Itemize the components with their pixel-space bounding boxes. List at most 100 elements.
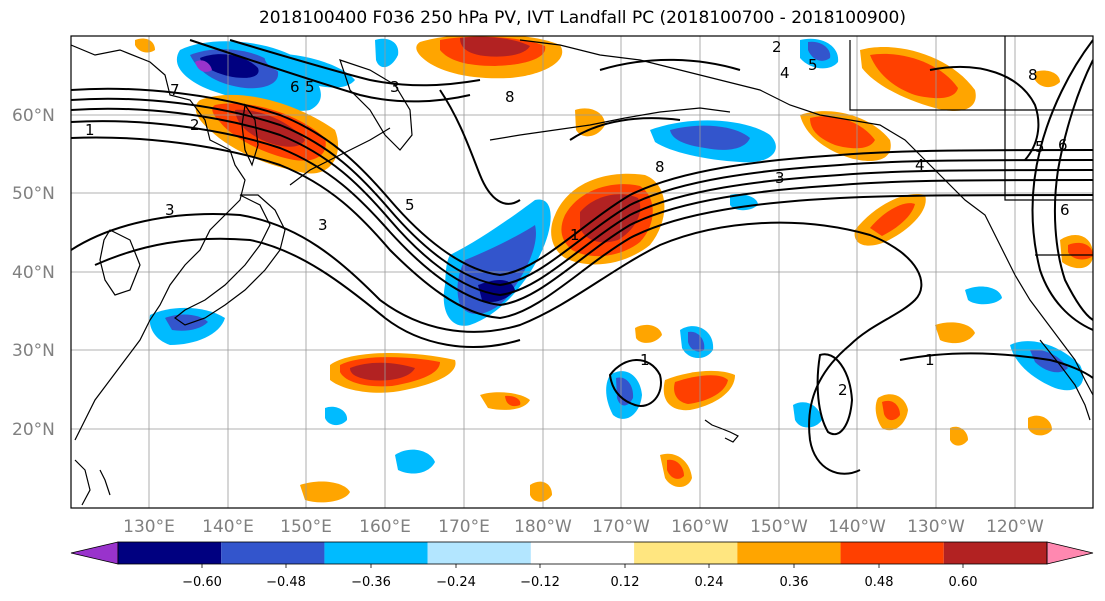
svg-text:1: 1	[85, 121, 95, 139]
colorbar-tick-labels: −0.60 −0.48 −0.36 −0.24 −0.12 0.12 0.24 …	[182, 575, 977, 590]
lon-label: 150°W	[750, 517, 808, 537]
lon-label: 140°E	[202, 517, 254, 537]
colorbar-tick-label: −0.12	[520, 575, 560, 590]
colorbar-tick-label: −0.36	[351, 575, 391, 590]
positive-anomaly-mid-small-core	[505, 395, 521, 407]
colorbar-segment	[840, 542, 944, 564]
svg-text:7: 7	[170, 81, 180, 99]
negative-anomaly-gulf-alaska-core	[670, 125, 750, 150]
lon-label: 150°E	[280, 517, 332, 537]
svg-text:4: 4	[780, 64, 790, 82]
svg-text:1: 1	[640, 351, 650, 369]
svg-text:6: 6	[290, 78, 300, 96]
positive-anomaly-tiny-4	[530, 481, 552, 502]
negative-anomaly-arctic-coast-core	[808, 41, 831, 61]
positive-anomaly-sw-small	[300, 481, 350, 503]
colorbar-tick-label: −0.48	[266, 575, 306, 590]
negative-anomaly-okhotsk-inner	[200, 54, 259, 78]
latitude-labels: 60°N 50°N 40°N 30°N 20°N	[12, 106, 55, 440]
negative-anomaly-tiny-3	[965, 286, 1002, 305]
svg-text:3: 3	[390, 78, 400, 96]
longitude-labels: 130°E 140°E 150°E 160°E 170°E 180°W 170°…	[123, 517, 1044, 537]
svg-text:2: 2	[772, 38, 782, 56]
positive-anomaly-bc-coast-core	[870, 203, 915, 236]
negative-anomaly-tiny-11	[375, 38, 399, 68]
colorbar-tick-label: 0.60	[949, 575, 978, 590]
negative-anomaly-dateline-peak	[478, 280, 515, 302]
negative-anomaly-kurils	[264, 53, 355, 88]
svg-text:5: 5	[305, 78, 315, 96]
lon-label: 180°W	[514, 517, 572, 537]
map-title: 2018100400 F036 250 hPa PV, IVT Landfall…	[258, 8, 906, 28]
negative-anomaly-baja-core	[1030, 349, 1068, 373]
colorbar-tick-label: 0.24	[695, 575, 724, 590]
negative-anomaly-south-east	[793, 402, 822, 428]
svg-text:2: 2	[838, 381, 848, 399]
svg-text:4: 4	[915, 156, 925, 174]
colorbar-extend-low	[70, 541, 119, 565]
svg-text:8: 8	[655, 158, 665, 176]
lon-label: 130°E	[123, 517, 175, 537]
colorbar-extend-high	[1046, 541, 1094, 565]
colorbar-tick-label: −0.24	[436, 575, 476, 590]
colorbar-tick-label: −0.60	[182, 575, 222, 590]
colorbar-outline	[117, 541, 1048, 565]
colorbar-tick-label: 0.48	[865, 575, 894, 590]
lat-label-60: 60°N	[12, 106, 55, 126]
colorbar-tick-label: 0.36	[780, 575, 809, 590]
negative-anomaly-subtropical-central-core	[616, 377, 634, 406]
svg-text:3: 3	[318, 216, 328, 234]
positive-anomaly-tiny-7	[950, 426, 968, 446]
lon-label: 170°W	[592, 517, 650, 537]
svg-text:1: 1	[570, 226, 580, 244]
svg-text:2: 2	[190, 116, 200, 134]
svg-text:5: 5	[1035, 138, 1045, 156]
positive-anomaly-subtropical-west-peak	[350, 362, 415, 381]
lon-label: 160°W	[671, 517, 729, 537]
svg-text:5: 5	[808, 56, 818, 74]
positive-anomaly-hawaii-north-core	[674, 375, 728, 404]
positive-anomaly-east-subtropics-core	[882, 400, 900, 421]
svg-text:3: 3	[165, 201, 175, 219]
colorbar-tick-label: 0.12	[611, 575, 640, 590]
lat-label-40: 40°N	[12, 263, 55, 283]
lon-label: 160°E	[359, 517, 411, 537]
positive-anomaly-alaska-core	[810, 116, 875, 149]
lat-label-20: 20°N	[12, 420, 55, 440]
svg-text:5: 5	[405, 196, 415, 214]
colorbar-segment	[427, 542, 531, 564]
colorbar	[70, 541, 1094, 568]
negative-anomaly-okhotsk-peak	[195, 60, 212, 72]
svg-text:1: 1	[925, 351, 935, 369]
contour-value-labels: 7 2 1 3 3 5 6 5 3 8 8 3 1 4 5 2 1 1 2 5 …	[85, 38, 1070, 399]
svg-text:8: 8	[1028, 66, 1038, 84]
colorbar-segment	[530, 542, 635, 564]
positive-anomaly-south-small-core	[667, 459, 684, 479]
negative-anomaly-dateline-core	[457, 225, 536, 315]
lat-label-50: 50°N	[12, 184, 55, 204]
lon-label: 170°E	[438, 517, 490, 537]
positive-anomaly-tiny-2	[935, 322, 975, 344]
negative-anomaly-sw-small	[395, 449, 435, 474]
svg-text:3: 3	[775, 169, 785, 187]
svg-text:6: 6	[1058, 136, 1068, 154]
colorbar-segment	[634, 542, 738, 564]
lon-label: 130°W	[907, 517, 965, 537]
svg-text:6: 6	[1060, 201, 1070, 219]
lon-label: 140°W	[828, 517, 886, 537]
colorbar-segment	[943, 542, 1047, 564]
lon-label: 120°W	[986, 517, 1044, 537]
positive-anomaly-bering-peak	[460, 36, 530, 57]
positive-anomaly-tiny-8	[1028, 415, 1052, 436]
colorbar-segment	[324, 542, 428, 564]
positive-anomaly-tiny-1	[635, 324, 662, 343]
map-frame	[70, 35, 1094, 509]
colorbar-segment	[221, 542, 325, 564]
positive-anomaly-tiny-10	[135, 38, 155, 53]
positive-anomaly-tiny-12	[1035, 70, 1060, 88]
negative-anomaly-tiny-9	[325, 406, 348, 426]
colorbar-segment	[118, 542, 222, 564]
svg-text:8: 8	[505, 88, 515, 106]
coastlines	[71, 36, 1093, 506]
